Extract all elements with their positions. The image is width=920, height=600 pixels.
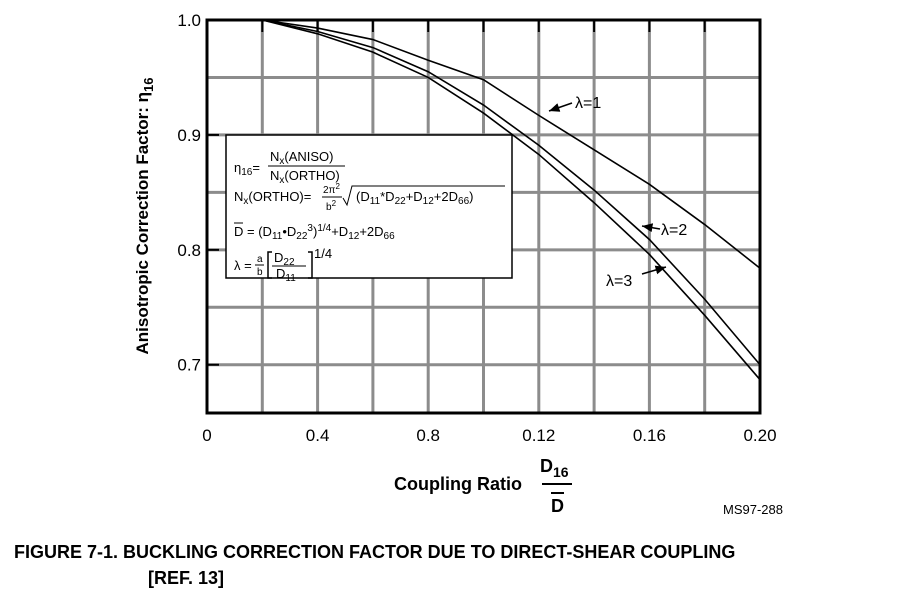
x-axis-label: Coupling Ratio — [394, 474, 522, 494]
formula-line: D11 — [276, 266, 296, 284]
formula-line: a — [257, 254, 263, 265]
formula-line: b — [257, 267, 263, 278]
x-tick-label: 0.12 — [522, 426, 555, 445]
formula-line: D = (D11•D223)1/4+D12+2D66 — [234, 223, 395, 242]
x-tick-label: 0 — [202, 426, 211, 445]
bracket — [267, 251, 313, 279]
y-tick-label: 0.7 — [177, 356, 201, 375]
series-line — [262, 19, 761, 381]
x-tick-label: 0.8 — [416, 426, 440, 445]
figure-id: MS97-288 — [723, 502, 783, 517]
formula-line: b2 — [326, 199, 337, 213]
annotation-arrow — [641, 223, 661, 233]
y-tick-label: 0.9 — [177, 126, 201, 145]
x-tick-label: 0.20 — [743, 426, 776, 445]
series-line — [262, 19, 761, 366]
annotation-arrow — [641, 265, 667, 275]
y-tick-label: 1.0 — [177, 11, 201, 30]
series-line — [262, 19, 761, 269]
x-tick-label: 0.16 — [633, 426, 666, 445]
series-label: λ=3 — [606, 273, 632, 290]
formula-line: (D11*D22+D12+2D66) — [356, 189, 473, 207]
series-label: λ=2 — [661, 222, 687, 239]
radical — [342, 185, 505, 207]
y-tick-label: 0.8 — [177, 241, 201, 260]
formula-line: Nx(ORTHO)= — [234, 189, 311, 207]
y-axis-label: Anisotropic Correction Factor: η16 — [133, 77, 156, 354]
series-label: λ=1 — [575, 95, 601, 112]
formula-line: η16= — [234, 160, 260, 178]
annotation-arrow — [548, 102, 573, 112]
formula-line: Nx(ORTHO) — [270, 168, 340, 186]
formula-line: λ = — [234, 258, 252, 273]
chart-title: [REF. 13] — [148, 568, 224, 588]
x-tick-label: 0.4 — [306, 426, 330, 445]
x-axis-label: D16 — [540, 456, 569, 480]
formula-line: 2π2 — [323, 182, 340, 196]
formula-line: 1/4 — [314, 246, 332, 261]
formula-box — [225, 134, 513, 279]
x-axis-label: D — [551, 496, 564, 516]
formula-line: Nx(ANISO) — [270, 149, 334, 167]
chart-title: FIGURE 7-1. BUCKLING CORRECTION FACTOR D… — [14, 542, 735, 562]
formula-line: D22 — [274, 250, 295, 268]
